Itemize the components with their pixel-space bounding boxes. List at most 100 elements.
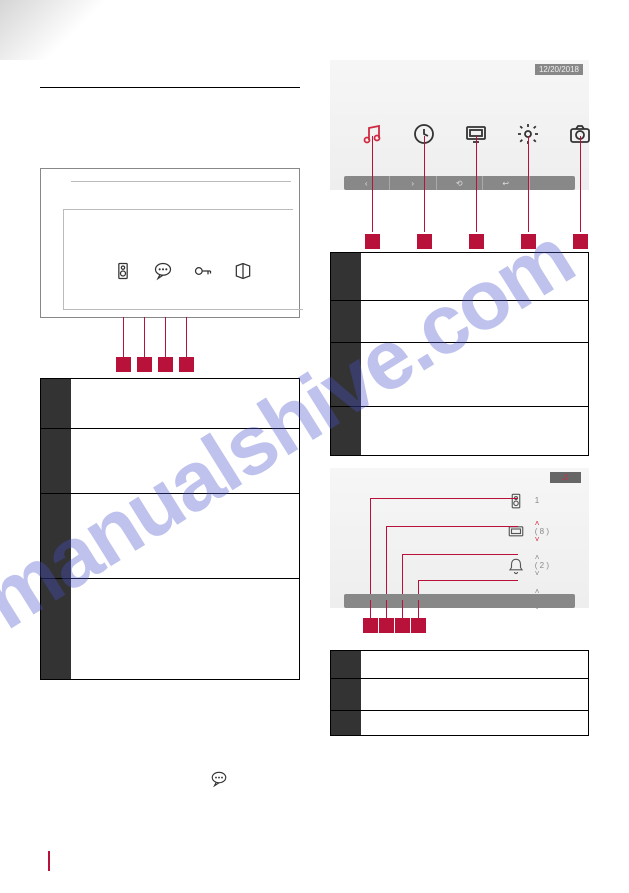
table-row-body xyxy=(71,579,299,679)
diagram-guide-line xyxy=(63,209,64,309)
sound-settings-diagram: ♫ 1 ˄ ( 8 ) ˅ ˄ xyxy=(330,468,590,608)
table-row xyxy=(331,651,589,679)
panel-icon xyxy=(233,261,253,287)
page-content: 12/20/2018 ‹ › xyxy=(0,0,629,756)
table-row-label xyxy=(331,711,361,735)
diagram-guide-line xyxy=(63,309,303,310)
intercom-screen-diagram xyxy=(40,168,300,318)
table-row-label xyxy=(41,579,71,679)
table-row xyxy=(331,301,589,343)
table-row-label xyxy=(331,679,361,710)
table-row-body xyxy=(361,343,589,406)
callout-leader xyxy=(476,136,477,232)
nav-next-button[interactable]: › xyxy=(390,176,437,190)
callout-leader xyxy=(370,498,518,499)
section-intro-space xyxy=(40,98,300,138)
left-description-table xyxy=(40,378,300,680)
table-row-body xyxy=(361,301,589,342)
table-row xyxy=(331,253,589,301)
table-row-label xyxy=(41,379,71,428)
setting-value: 1 xyxy=(535,497,539,505)
page-footer-mark xyxy=(48,851,50,871)
callout-marker xyxy=(379,618,394,633)
table-row-body xyxy=(361,407,589,455)
callout-leader xyxy=(528,136,529,232)
speaker-icon xyxy=(113,261,133,287)
key-icon xyxy=(193,261,213,287)
callout-leader xyxy=(402,554,518,555)
callout-leader xyxy=(370,600,371,620)
table-row xyxy=(41,429,299,494)
callout-marker xyxy=(573,234,588,249)
speech-icon xyxy=(210,770,228,793)
callout-leader xyxy=(123,317,124,357)
table-row xyxy=(41,579,299,679)
callout-row xyxy=(113,317,177,357)
table-row-body xyxy=(71,429,299,493)
table-row xyxy=(331,679,589,711)
table-row-label xyxy=(41,494,71,578)
table-row-label xyxy=(331,651,361,678)
arrow-down-icon[interactable]: ˅ xyxy=(535,570,549,578)
table-row-label xyxy=(41,429,71,493)
table-row-body xyxy=(361,651,589,678)
callout-marker xyxy=(521,234,536,249)
table-row-body xyxy=(71,494,299,578)
setting-bell: ˄ ( 2 ) ˅ xyxy=(507,554,549,578)
menu-callout-row xyxy=(330,190,590,250)
menu-description-table xyxy=(330,252,590,456)
right-column: 12/20/2018 ‹ › xyxy=(330,60,590,736)
setting-value: ˄ ( 2 ) ˅ xyxy=(535,554,549,578)
main-menu-diagram: 12/20/2018 ‹ › xyxy=(330,60,590,190)
table-row-body xyxy=(361,679,589,710)
setting-value: ˄ ( 8 ) ˅ xyxy=(535,520,549,544)
setting-screen: ˄ ( 8 ) ˅ xyxy=(507,520,549,544)
diagram-guide-line xyxy=(71,181,291,182)
nav-back-button[interactable]: ↩ xyxy=(483,176,530,190)
table-row-label xyxy=(331,407,361,455)
section-heading-underline xyxy=(40,60,300,88)
setting-doorstation: 1 xyxy=(507,492,549,510)
table-row xyxy=(41,494,299,579)
callout-leader xyxy=(424,136,425,232)
table-row xyxy=(331,343,589,407)
callout-leader xyxy=(402,600,403,620)
callout-marker xyxy=(363,618,378,633)
callout-leader xyxy=(386,526,518,527)
intercom-icon-row xyxy=(113,261,253,287)
callout-leader xyxy=(370,498,371,606)
callout-marker xyxy=(365,234,380,249)
bottom-nav-bar: ‹ › ⟲ ↩ xyxy=(344,176,576,190)
table-row-body xyxy=(71,379,299,428)
speech-icon xyxy=(153,261,173,287)
callout-leader xyxy=(418,580,518,581)
table-row-label xyxy=(331,301,361,342)
callout-leader xyxy=(144,317,145,357)
left-column xyxy=(40,60,300,736)
arrow-down-icon[interactable]: ˅ xyxy=(535,536,549,544)
screen-date-label: 12/20/2018 xyxy=(535,64,583,75)
diagram-guide-line xyxy=(63,209,293,210)
callout-marker xyxy=(417,234,432,249)
callout-marker xyxy=(469,234,484,249)
nav-blank-button[interactable] xyxy=(530,176,576,190)
sound-description-table xyxy=(330,650,590,736)
table-row xyxy=(331,407,589,455)
table-row-label xyxy=(331,253,361,300)
table-row-body xyxy=(361,711,589,735)
sound-callout-row xyxy=(330,608,590,648)
table-row xyxy=(41,379,299,429)
bottom-nav-bar xyxy=(344,594,576,608)
callout-marker xyxy=(395,618,410,633)
nav-prev-button[interactable]: ‹ xyxy=(344,176,391,190)
callout-marker xyxy=(411,618,426,633)
callout-leader xyxy=(372,136,373,232)
table-row xyxy=(331,711,589,735)
callout-leader xyxy=(580,136,581,232)
callout-leader xyxy=(418,600,419,620)
callout-leader xyxy=(186,317,187,357)
callout-leader xyxy=(165,317,166,357)
table-row-body xyxy=(361,253,589,300)
callout-leader xyxy=(386,600,387,620)
music-icon: ♫ xyxy=(550,472,582,483)
